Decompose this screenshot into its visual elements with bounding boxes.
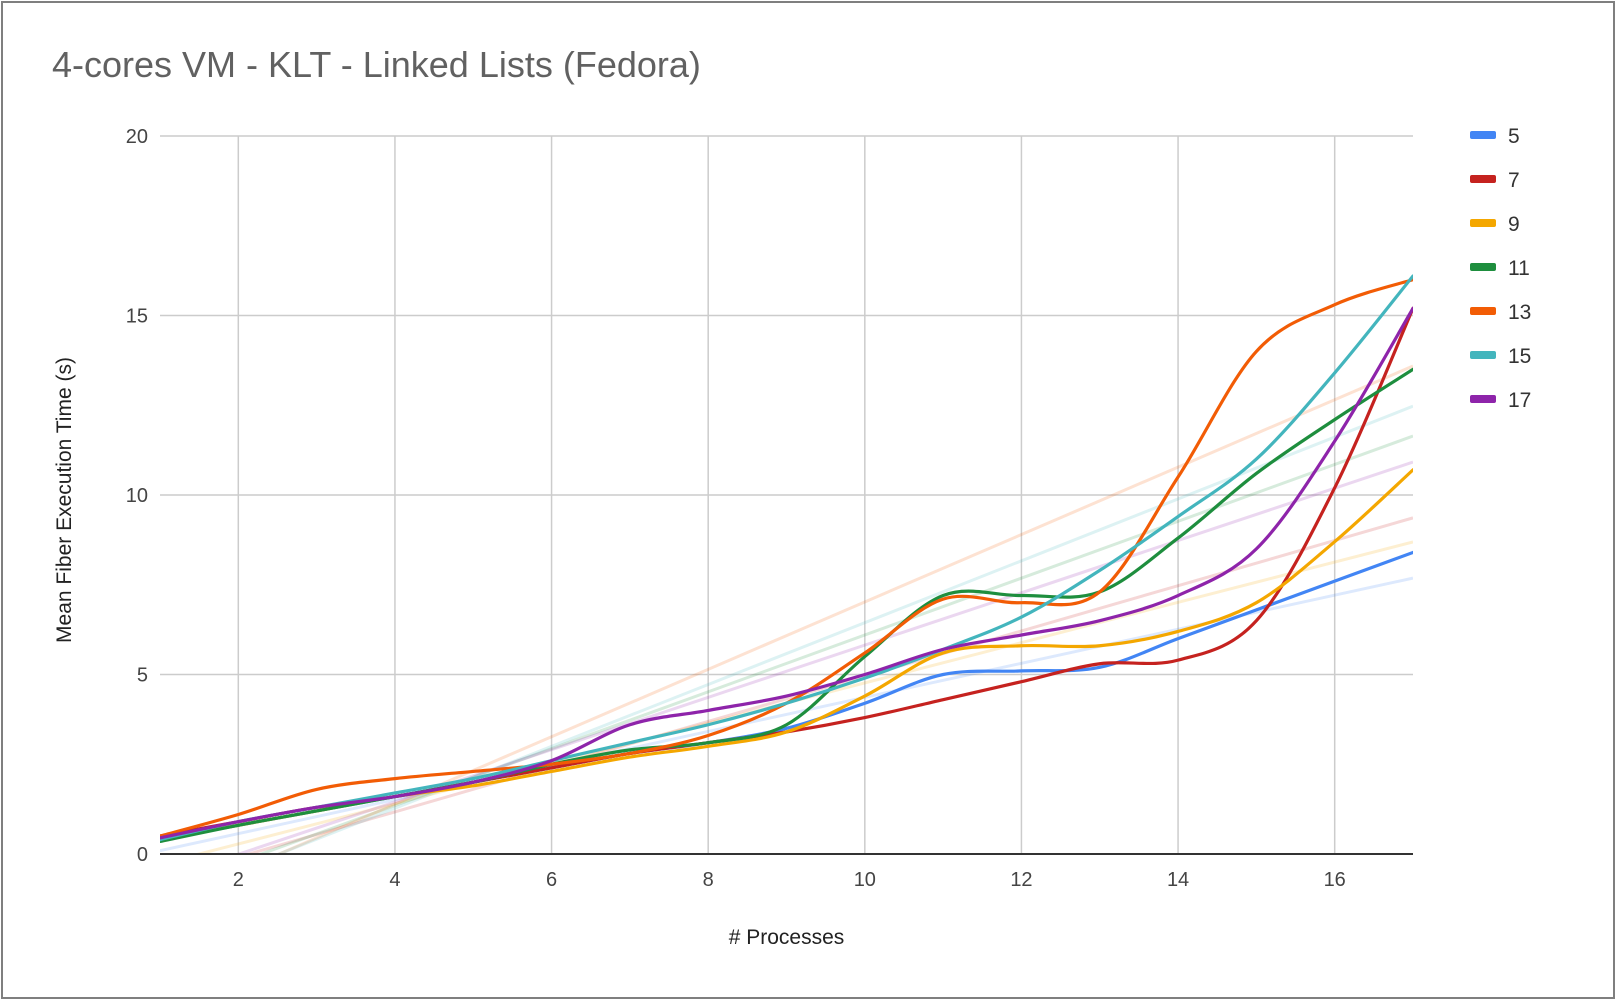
legend-label-13: 13 <box>1508 301 1531 324</box>
x-axis-title: # Processes <box>729 926 845 949</box>
y-tick-label: 10 <box>126 485 148 507</box>
trendline-13 <box>275 364 1413 854</box>
legend-swatch-9 <box>1470 219 1496 227</box>
legend-swatch-15 <box>1470 351 1496 359</box>
x-tick-label: 10 <box>854 869 876 891</box>
legend-swatch-7 <box>1470 175 1496 183</box>
legend-label-11: 11 <box>1508 257 1530 280</box>
trendlines <box>160 364 1413 854</box>
legend-swatch-17 <box>1470 395 1496 403</box>
x-tick-label: 2 <box>233 869 244 891</box>
legend-label-15: 15 <box>1508 345 1531 368</box>
y-tick-label: 5 <box>137 665 148 687</box>
series-line-11 <box>160 367 1413 844</box>
legend-swatch-5 <box>1470 131 1496 139</box>
trendline-11 <box>256 434 1413 854</box>
grid-lines <box>160 135 1413 854</box>
legend-label-7: 7 <box>1508 169 1520 192</box>
series-line-17 <box>160 306 1413 840</box>
y-tick-label: 0 <box>137 844 148 866</box>
x-tick-label: 16 <box>1324 869 1346 891</box>
series-line-15 <box>160 274 1413 842</box>
trendline-5 <box>160 576 1413 853</box>
chart-title: 4-cores VM - KLT - Linked Lists (Fedora) <box>52 44 701 85</box>
legend-swatch-13 <box>1470 307 1496 315</box>
trendline-17 <box>234 460 1413 854</box>
y-tick-label: 20 <box>126 126 148 148</box>
legend-label-17: 17 <box>1508 389 1531 412</box>
trendline-15 <box>274 404 1413 854</box>
y-tick-label: 15 <box>126 306 148 328</box>
series-line-13 <box>160 278 1413 838</box>
legend-label-5: 5 <box>1508 125 1520 148</box>
x-tick-label: 12 <box>1010 869 1032 891</box>
legend-swatch-11 <box>1470 263 1496 271</box>
x-tick-label: 8 <box>703 869 714 891</box>
x-tick-label: 4 <box>389 869 400 891</box>
tick-labels: 0 5 10 15 20 2 4 6 8 10 12 14 16 <box>126 126 1346 891</box>
legend-label-9: 9 <box>1508 213 1520 236</box>
trendline-7 <box>243 516 1413 854</box>
x-tick-label: 14 <box>1167 869 1189 891</box>
x-tick-label: 6 <box>546 869 557 891</box>
legend: 5 7 9 11 13 15 17 <box>1470 125 1531 412</box>
y-axis-title: Mean Fiber Execution Time (s) <box>53 357 76 643</box>
series-lines <box>160 274 1413 844</box>
